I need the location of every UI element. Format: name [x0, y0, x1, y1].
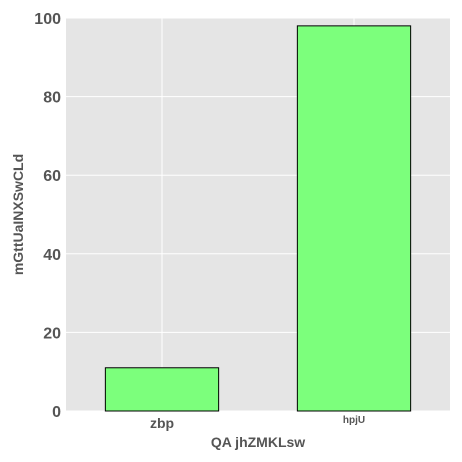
y-tick-label: 40 [43, 247, 61, 264]
y-tick-labels: 0 20 40 60 80 100 [34, 11, 61, 421]
x-axis-label: QA jhZMKLsw [211, 434, 305, 450]
y-tick-label: 80 [43, 90, 61, 107]
x-tick-label: zbp [150, 415, 174, 431]
y-tick-label: 0 [52, 404, 61, 421]
y-axis-label: mGttUaINXSwCLd [10, 154, 26, 275]
y-tick-label: 20 [43, 325, 61, 342]
y-tick-label: 60 [43, 168, 61, 185]
x-tick-labels: zbp hpjU [150, 415, 365, 431]
bar-hpjU [296, 25, 412, 412]
x-tick-label: hpjU [343, 415, 365, 426]
bars [104, 25, 412, 412]
bar-zbp [104, 367, 220, 412]
y-tick-label: 100 [34, 11, 61, 28]
